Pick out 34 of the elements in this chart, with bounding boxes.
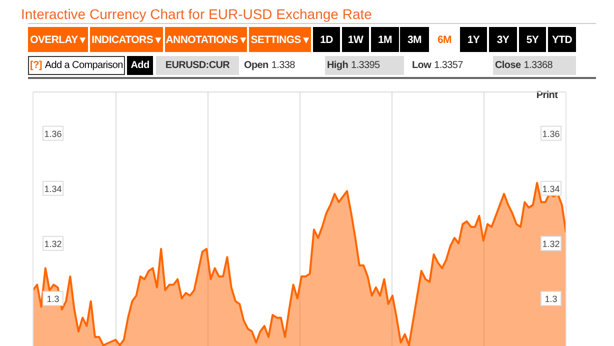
y2-tick-label: 1.34 bbox=[542, 184, 560, 194]
text: INDICATORS ▾ bbox=[92, 33, 162, 46]
text: 1D bbox=[320, 34, 333, 46]
text: 1.338 bbox=[271, 60, 295, 71]
text: ANNOTATIONS ▾ bbox=[166, 33, 246, 46]
chart-title: Interactive Currency Chart for EUR-USD Exchange Rate bbox=[21, 6, 372, 22]
text: Open bbox=[244, 60, 268, 71]
text: EURUSD:CUR bbox=[165, 60, 230, 71]
text: [?] bbox=[30, 60, 42, 71]
y2-tick-label: 1.32 bbox=[542, 238, 560, 249]
y-tick-label: 1.3 bbox=[46, 294, 60, 304]
text: 1.3357 bbox=[434, 60, 463, 71]
text: 1.3395 bbox=[351, 60, 380, 71]
text: 6M bbox=[438, 34, 452, 46]
text: 3Y bbox=[496, 34, 510, 46]
text: 1Y bbox=[467, 34, 480, 46]
text: 3M bbox=[408, 34, 422, 46]
y-tick-label: 1.36 bbox=[44, 128, 62, 139]
text: High bbox=[327, 60, 348, 71]
text: Low bbox=[412, 60, 432, 71]
text: 1.3368 bbox=[524, 60, 553, 71]
y-tick-label: 1.34 bbox=[44, 184, 62, 194]
text: 1M bbox=[378, 34, 392, 46]
y-tick-label: 1.32 bbox=[44, 238, 62, 249]
text: 1W bbox=[348, 34, 364, 46]
text: Close bbox=[495, 60, 521, 71]
y2-tick-label: 1.36 bbox=[542, 128, 560, 139]
text: OVERLAY ▾ bbox=[30, 33, 86, 46]
text: SETTINGS ▾ bbox=[250, 33, 310, 46]
y2-tick-label: 1.3 bbox=[544, 294, 558, 304]
text: 5Y bbox=[526, 34, 539, 46]
text: Add bbox=[130, 60, 150, 71]
text: YTD bbox=[552, 34, 572, 46]
text: Add a Comparison bbox=[44, 60, 123, 71]
